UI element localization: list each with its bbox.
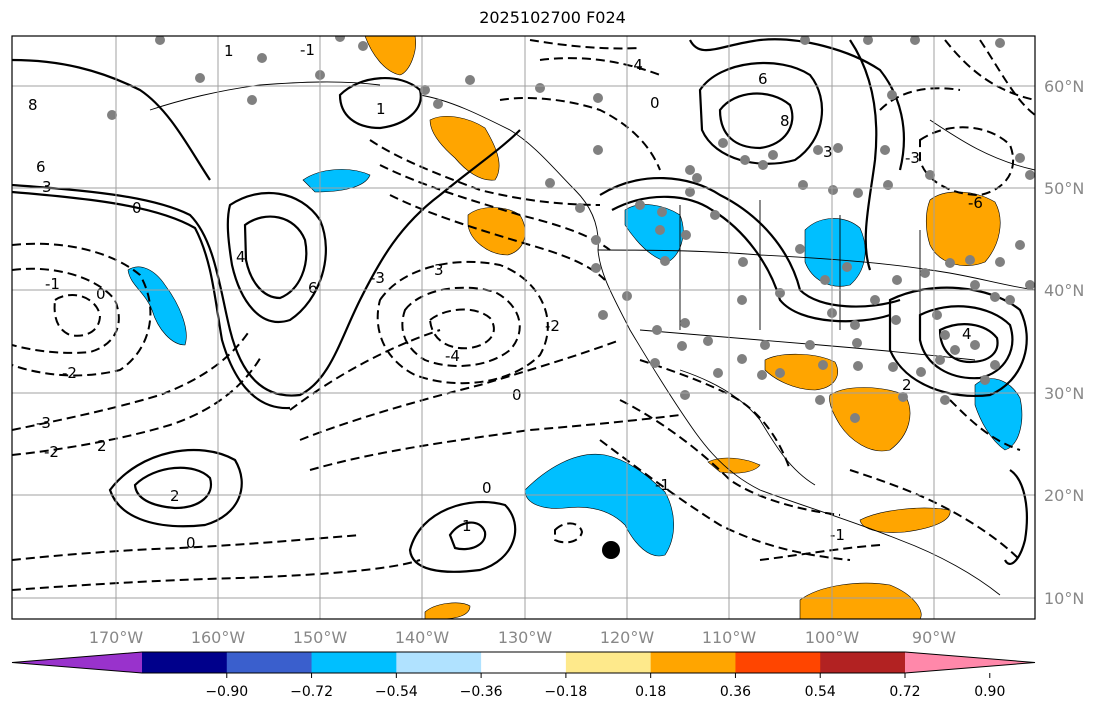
map-title: 2025102700 F024	[479, 8, 626, 27]
orange-region-alaska	[429, 116, 500, 181]
orange-region-equatorial-east	[799, 582, 922, 619]
colorbar-segment	[142, 652, 228, 673]
colorbar-tick-label: 0.90	[974, 684, 1005, 700]
cyan-region-central-pacific	[524, 453, 674, 557]
colorbar-extend-max	[905, 652, 1035, 673]
latitude-label: 20°N	[1044, 486, 1084, 505]
contour-label: -2	[545, 317, 560, 335]
contour-label: 6	[758, 70, 768, 88]
longitude-label: 160°W	[191, 628, 246, 647]
contour-label: -4	[628, 56, 643, 74]
longitude-label: 100°W	[805, 628, 860, 647]
latitude-label: 60°N	[1044, 77, 1084, 96]
latitude-label: 30°N	[1044, 384, 1084, 403]
latitude-labels: 60°N 50°N 40°N 30°N 20°N 10°N	[1044, 77, 1084, 608]
contour-label: 0	[132, 199, 142, 217]
contour-label: 8	[780, 112, 790, 130]
orange-region-great-lakes	[925, 191, 1001, 266]
longitude-labels: 170°W 160°W 150°W 140°W 130°W 120°W 110°…	[89, 628, 956, 647]
longitude-label: 120°W	[600, 628, 655, 647]
shaded-regions	[127, 36, 1023, 619]
contour-label: 1	[462, 517, 472, 535]
cyan-region-gulf	[974, 378, 1023, 451]
latitude-label: 50°N	[1044, 179, 1084, 198]
colorbar-segment	[565, 652, 652, 673]
colorbar-segment	[311, 652, 397, 673]
contour-label: 2	[902, 376, 912, 394]
contour-label: -3	[370, 269, 385, 287]
colorbar-segment	[226, 652, 313, 673]
contour-label: 0	[482, 479, 492, 497]
contour-label: -1	[655, 476, 670, 494]
orange-region-baja	[707, 457, 761, 474]
contour-labels: 8 6 3 0 -1 0 -2 -3 -2 2 2 0 4 6 3 -3 -4 …	[28, 41, 983, 552]
contour-label: -4	[445, 347, 460, 365]
contour-label: -2	[62, 364, 77, 382]
contour-label: 2	[170, 487, 180, 505]
longitude-label: 130°W	[498, 628, 553, 647]
colorbar-outline	[11, 651, 1036, 674]
contour-label: 3	[42, 178, 52, 196]
colorbar-segment	[735, 652, 821, 673]
longitude-label: 140°W	[395, 628, 450, 647]
longitude-label: 170°W	[89, 628, 144, 647]
contour-label: 0	[512, 386, 522, 404]
contour-label: 1	[224, 42, 234, 60]
contour-label: -3	[36, 414, 51, 432]
contour-label: 3	[434, 261, 444, 279]
colorbar-segment	[820, 652, 906, 673]
colorbar-tick-label: 0.18	[635, 684, 666, 700]
contour-label: 6	[36, 158, 46, 176]
colorbar: −0.90 −0.72 −0.54 −0.36 −0.18 0.18 0.36 0.54 0.7…	[11, 651, 1036, 700]
contour-label: 2	[97, 437, 107, 455]
contour-label: 4	[962, 325, 972, 343]
station-dots	[107, 36, 1035, 423]
storm-center-marker	[602, 541, 620, 559]
map-frame	[11, 35, 1036, 620]
orange-region-bering	[364, 36, 416, 76]
contour-label: -2	[44, 443, 59, 461]
colorbar-extend-min	[12, 652, 142, 673]
colorbar-tick-label: −0.36	[460, 684, 503, 700]
cyan-region-west-pacific	[127, 266, 187, 346]
colorbar-segment	[481, 652, 567, 673]
contour-label: -1	[830, 526, 845, 544]
solid-contours	[12, 38, 1028, 573]
colorbar-tick-label: 0.36	[720, 684, 751, 700]
colorbar-tick-label: −0.90	[205, 684, 248, 700]
contour-label: -6	[968, 194, 983, 212]
colorbar-tick-label: −0.54	[375, 684, 418, 700]
contour-label: -1	[45, 275, 60, 293]
latitude-label: 40°N	[1044, 281, 1084, 300]
longitude-label: 90°W	[912, 628, 956, 647]
contour-label: -1	[300, 41, 315, 59]
colorbar-segment	[396, 652, 482, 673]
latitude-label: 10°N	[1044, 589, 1084, 608]
longitude-label: 110°W	[702, 628, 757, 647]
contour-label: 0	[186, 534, 196, 552]
colorbar-segment	[650, 652, 736, 673]
colorbar-tick-label: −0.18	[544, 684, 587, 700]
orange-region-texas	[829, 387, 911, 452]
contour-label: 6	[308, 279, 318, 297]
contour-label: 3	[823, 143, 833, 161]
contour-label: 4	[236, 248, 246, 266]
contour-label: 1	[376, 100, 386, 118]
graticule	[12, 36, 1035, 619]
colorbar-tick-label: −0.72	[290, 684, 333, 700]
coastlines	[149, 81, 1035, 596]
contour-label: 8	[28, 96, 38, 114]
contour-label: 0	[96, 285, 106, 303]
dashed-contours	[12, 39, 1035, 591]
colorbar-tick-label: 0.54	[805, 684, 836, 700]
contour-label: -3	[905, 149, 920, 167]
longitude-label: 150°W	[293, 628, 348, 647]
colorbar-tick-label: 0.72	[889, 684, 920, 700]
contour-label: 0	[650, 94, 660, 112]
cyan-region-plains	[804, 218, 866, 287]
